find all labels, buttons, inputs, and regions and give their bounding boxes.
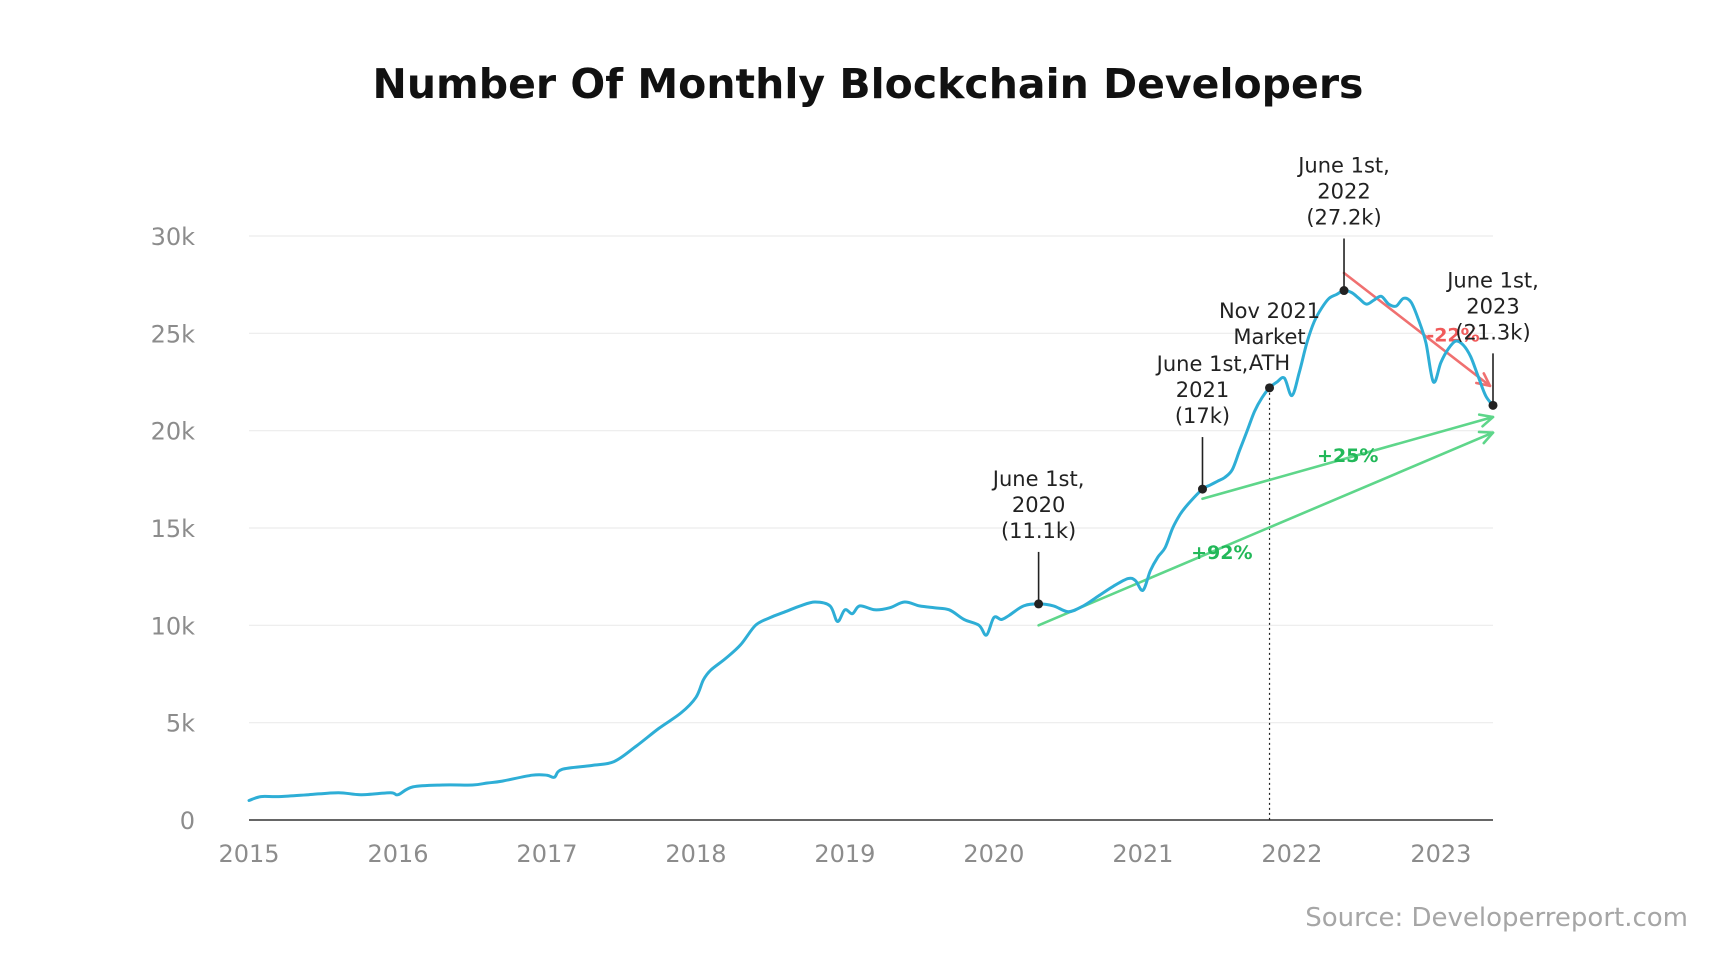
trend-arrow-line — [1342, 271, 1492, 388]
x-tick-label: 2017 — [516, 840, 577, 868]
trend-percent-label: +25% — [1317, 445, 1378, 467]
trend-arrow-line — [1201, 415, 1495, 501]
series-line-developers — [247, 288, 1495, 802]
annotation-point — [1034, 599, 1044, 609]
x-axis-tick-labels: 2015 2016 2017 2018 2019 2020 2021 2022 2023 — [218, 840, 1471, 868]
trend-percent-label: -22% — [1426, 324, 1479, 346]
y-tick-label: 10k — [151, 612, 196, 640]
x-tick-label: 2018 — [665, 840, 726, 868]
annotation-label: Market — [1233, 325, 1305, 349]
trend-arrow-head — [1477, 430, 1495, 445]
x-tick-label: 2015 — [218, 840, 279, 868]
annotation-label: (27.2k) — [1306, 206, 1381, 230]
y-tick-label: 20k — [151, 418, 196, 446]
annotation-label: June 1st, — [991, 467, 1085, 491]
trend-percent-label: +92% — [1191, 542, 1252, 564]
annotation-label: (17k) — [1175, 404, 1230, 428]
trend-arrow-head — [1477, 413, 1495, 428]
annotation-label: Nov 2021 — [1219, 299, 1320, 323]
x-tick-label: 2023 — [1410, 840, 1471, 868]
annotation-point — [1488, 400, 1498, 410]
annotation-label: 2022 — [1317, 180, 1370, 204]
annotation-label: 2020 — [1012, 493, 1065, 517]
annotation-label: June 1st, — [1296, 154, 1390, 178]
annotations: June 1st,2020(11.1k)June 1st,2021(17k)No… — [991, 154, 1539, 609]
x-tick-label: 2022 — [1261, 840, 1322, 868]
chart-title: Number Of Monthly Blockchain Developers — [373, 60, 1364, 108]
trend-arrow-line — [1037, 431, 1495, 627]
gridlines — [249, 235, 1493, 724]
annotation-label: June 1st, — [1155, 352, 1249, 376]
annotation-label: (11.1k) — [1001, 519, 1076, 543]
source-label: Source: Developerreport.com — [1305, 903, 1688, 933]
y-tick-label: 30k — [151, 223, 196, 251]
annotation-label: (21.3k) — [1455, 320, 1530, 344]
x-tick-label: 2016 — [367, 840, 428, 868]
annotation-label: 2023 — [1466, 294, 1519, 318]
x-tick-label: 2019 — [814, 840, 875, 868]
y-tick-label: 5k — [166, 710, 195, 738]
annotation-point — [1265, 383, 1275, 393]
annotation-point — [1339, 286, 1349, 296]
annotation-label: June 1st, — [1445, 268, 1539, 292]
y-axis-tick-labels: 0 5k 10k 15k 20k 25k 30k — [151, 223, 196, 835]
annotation-label: ATH — [1249, 351, 1290, 375]
y-tick-label: 15k — [151, 515, 196, 543]
x-tick-label: 2020 — [963, 840, 1024, 868]
trend-arrows: -22% +25% +92% — [1037, 271, 1495, 627]
annotation-label: 2021 — [1176, 378, 1229, 402]
y-tick-label: 0 — [180, 807, 195, 835]
annotation-point — [1197, 484, 1207, 494]
y-tick-label: 25k — [151, 320, 196, 348]
x-tick-label: 2021 — [1112, 840, 1173, 868]
